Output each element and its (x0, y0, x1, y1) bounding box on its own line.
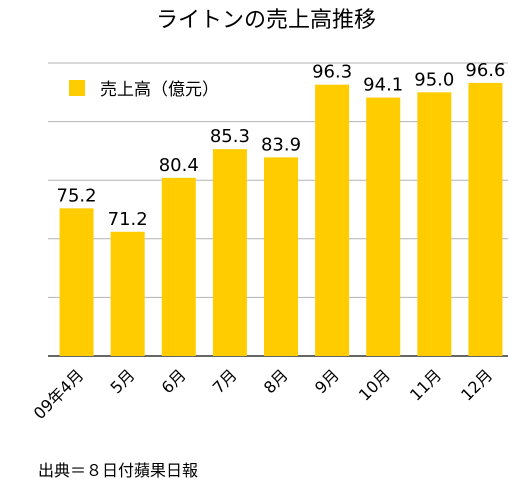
bar (417, 92, 452, 357)
data-label: 71.2 (108, 209, 148, 230)
data-label: 96.6 (465, 60, 505, 81)
source-note: 出典＝８日付蘋果日報 (38, 461, 199, 480)
data-label: 95.0 (414, 69, 454, 90)
x-tick-label: 09年4月 (30, 365, 88, 423)
x-tick-label: 12月 (457, 365, 496, 404)
data-label: 94.1 (363, 75, 403, 96)
data-label: 96.3 (312, 62, 352, 83)
bar (468, 82, 503, 356)
bar (110, 231, 145, 356)
legend-label: 売上高（億元） (100, 80, 219, 100)
x-tick-label: 11月 (406, 365, 445, 404)
x-tick-label: 9月 (311, 365, 343, 397)
x-tick-label: 7月 (209, 365, 241, 397)
data-label: 75.2 (57, 185, 97, 206)
chart-title: ライトンの売上高推移 (155, 8, 376, 33)
bar (59, 208, 94, 356)
data-label: 80.4 (159, 155, 199, 176)
x-tick-label: 8月 (260, 365, 292, 397)
x-tick-labels: 09年4月 5月 6月 7月 8月 9月 10月 11月 12月 (30, 365, 497, 423)
data-labels: 75.2 71.2 80.4 85.3 83.9 96.3 94.1 95.0 96.6 (57, 60, 506, 230)
data-label: 83.9 (261, 134, 301, 155)
bar (366, 97, 401, 356)
x-tick-label: 10月 (355, 365, 394, 404)
bar (212, 149, 247, 356)
legend-swatch (69, 80, 85, 96)
bar (264, 157, 298, 356)
x-tick-label: 6月 (158, 365, 190, 397)
legend: 売上高（億元） (69, 80, 219, 100)
x-tick-label: 5月 (107, 365, 139, 397)
bar (315, 84, 350, 356)
bar (161, 177, 196, 356)
data-label: 85.3 (210, 126, 250, 147)
bars (59, 82, 503, 357)
